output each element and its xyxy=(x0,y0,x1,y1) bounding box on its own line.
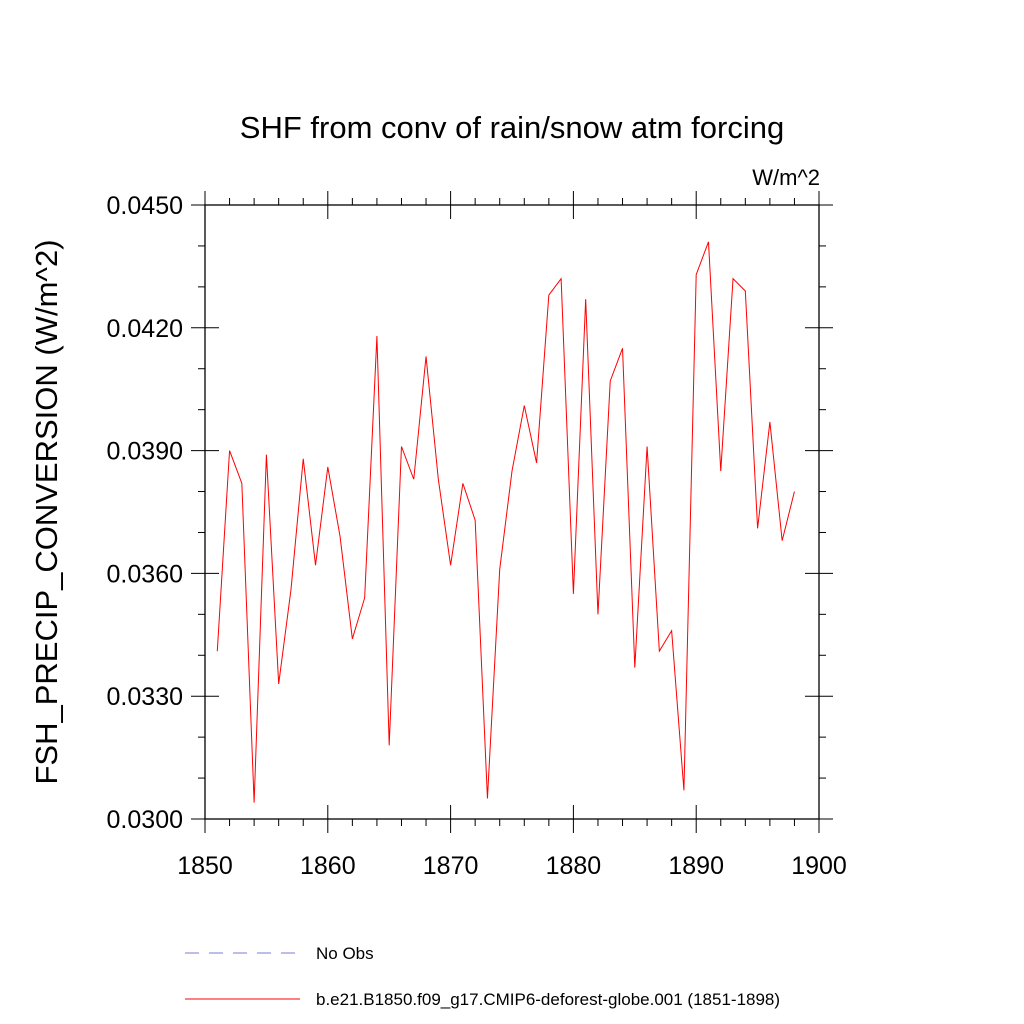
x-tick-label: 1880 xyxy=(546,852,602,880)
legend: No Obs b.e21.B1850.f09_g17.CMIP6-defores… xyxy=(185,944,780,1009)
y-axis-label: FSH_PRECIP_CONVERSION (W/m^2) xyxy=(29,239,64,784)
x-tick-label: 1870 xyxy=(423,852,479,880)
x-tick-label: 1900 xyxy=(791,852,847,880)
x-tick-label: 1850 xyxy=(177,852,233,880)
data-layer xyxy=(216,241,795,803)
legend-label-model: b.e21.B1850.f09_g17.CMIP6-deforest-globe… xyxy=(316,990,780,1009)
series-line-model xyxy=(216,241,795,803)
y-tick-label: 0.0300 xyxy=(107,806,183,834)
y-tick-label: 0.0330 xyxy=(107,683,183,711)
y-tick-label: 0.0450 xyxy=(107,192,183,220)
units-label: W/m^2 xyxy=(752,165,820,190)
chart-title: SHF from conv of rain/snow atm forcing xyxy=(240,110,784,145)
y-tick-label: 0.0360 xyxy=(107,560,183,588)
y-tick-label: 0.0390 xyxy=(107,438,183,466)
ticks-layer: 1850 1860 1870 1880 1890 1900 0.0300 0.0330 0.03… xyxy=(107,191,847,880)
y-tick-label: 0.0420 xyxy=(107,315,183,343)
x-tick-label: 1890 xyxy=(668,852,724,880)
x-tick-label: 1860 xyxy=(300,852,356,880)
legend-label-no-obs: No Obs xyxy=(316,944,374,963)
plot-frame xyxy=(204,204,820,820)
